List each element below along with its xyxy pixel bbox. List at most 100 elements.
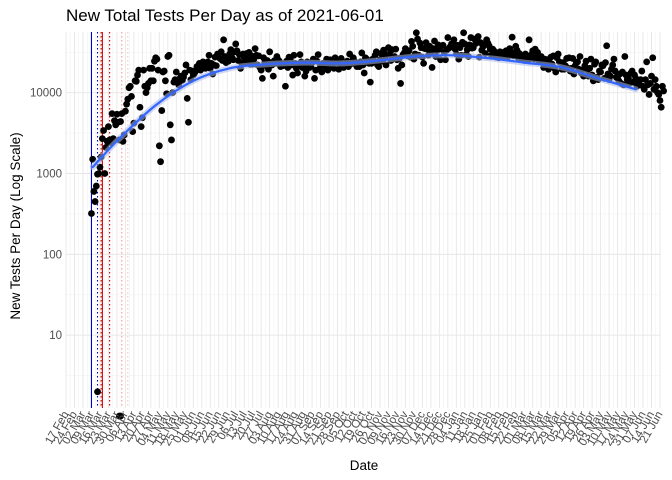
data-point	[101, 170, 109, 177]
data-point	[155, 142, 163, 150]
data-point	[91, 198, 99, 205]
data-point	[508, 33, 516, 41]
data-point	[140, 66, 147, 74]
data-point	[525, 36, 533, 44]
data-point	[220, 36, 227, 44]
data-point	[420, 59, 428, 67]
data-point	[251, 45, 259, 53]
data-point	[552, 68, 560, 76]
data-point	[296, 51, 304, 59]
data-point	[318, 68, 326, 76]
data-point	[269, 72, 277, 80]
data-point	[574, 58, 581, 66]
x-axis-title: Date	[350, 458, 379, 473]
chart-title: New Total Tests Per Day as of 2021-06-01	[66, 6, 384, 25]
data-point	[409, 42, 417, 50]
data-point	[656, 97, 664, 104]
data-point	[397, 80, 404, 87]
data-point	[153, 55, 161, 63]
data-point	[185, 118, 192, 126]
data-point	[135, 66, 143, 74]
data-point	[160, 67, 168, 75]
data-point	[621, 53, 629, 60]
data-point	[212, 62, 220, 70]
y-tick-label: 10000	[30, 88, 62, 100]
data-point	[232, 40, 240, 48]
data-point	[643, 58, 651, 66]
data-point	[149, 77, 157, 85]
data-point	[444, 34, 452, 41]
data-point	[162, 77, 169, 85]
data-point	[157, 158, 164, 166]
data-point	[460, 29, 468, 37]
data-point	[398, 61, 406, 69]
data-point	[137, 123, 145, 131]
data-point	[90, 188, 98, 195]
data-point	[92, 182, 100, 190]
outlier-point	[94, 388, 101, 396]
data-point	[358, 49, 366, 57]
trend-line	[91, 54, 637, 169]
data-point	[366, 78, 374, 86]
data-point	[88, 210, 95, 217]
data-point	[428, 64, 436, 71]
data-point	[337, 55, 345, 62]
outlier-point	[117, 412, 124, 420]
data-point	[136, 103, 144, 111]
data-point	[412, 29, 420, 37]
data-point	[183, 94, 191, 102]
data-point	[657, 103, 665, 111]
data-point	[586, 64, 594, 72]
data-point	[375, 63, 383, 70]
data-point	[324, 66, 332, 74]
data-point	[655, 91, 663, 98]
data-point	[456, 44, 464, 52]
data-point	[506, 45, 514, 53]
data-point	[603, 42, 611, 50]
data-point	[474, 33, 482, 40]
y-tick-label: 100	[43, 249, 62, 261]
data-point	[649, 54, 657, 62]
data-point	[606, 72, 614, 80]
data-point	[294, 69, 301, 77]
data-point	[651, 76, 659, 83]
data-point	[172, 68, 180, 76]
data-point	[382, 61, 390, 69]
data-point	[95, 170, 103, 177]
y-tick-label: 1000	[36, 169, 62, 181]
data-point	[128, 92, 135, 100]
y-tick-labels: 10 100 1000 10000	[30, 88, 62, 343]
data-point	[122, 107, 129, 115]
data-point	[597, 68, 604, 76]
data-point	[182, 61, 190, 69]
data-point	[660, 87, 668, 95]
data-point	[602, 59, 609, 67]
data-point	[609, 61, 617, 69]
data-point	[638, 67, 646, 75]
data-point	[282, 82, 289, 90]
y-tick-label: 10	[49, 330, 62, 342]
data-point	[554, 50, 562, 58]
data-point	[646, 80, 654, 87]
data-point	[257, 66, 265, 74]
data-point	[105, 123, 112, 131]
data-point	[592, 58, 600, 66]
data-point	[158, 107, 166, 114]
data-point	[637, 76, 645, 83]
data-point	[168, 136, 175, 144]
data-point	[148, 64, 156, 72]
data-point	[314, 51, 322, 59]
data-point	[610, 55, 618, 63]
data-point	[439, 41, 447, 49]
data-point	[205, 51, 213, 59]
data-point	[450, 36, 458, 44]
data-point	[117, 118, 124, 125]
data-point	[100, 127, 107, 134]
data-point	[642, 76, 649, 83]
data-point	[166, 121, 174, 129]
y-axis-title: New Tests Per Day (Log Scale)	[8, 132, 23, 319]
data-point	[576, 53, 584, 60]
data-point	[360, 69, 368, 77]
